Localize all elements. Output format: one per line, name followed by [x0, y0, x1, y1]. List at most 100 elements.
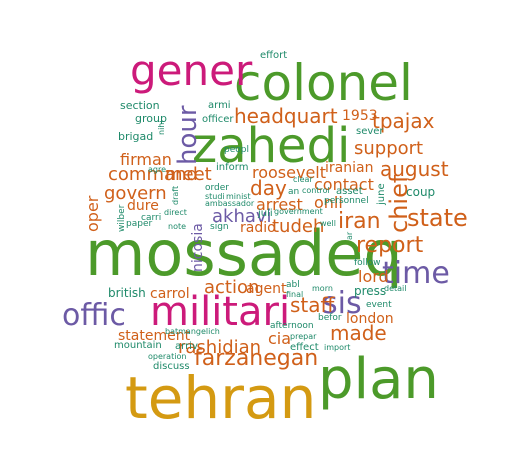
word-group: group: [135, 112, 167, 125]
word-studi: studi: [205, 192, 225, 201]
word-paper: paper: [126, 219, 152, 229]
word-contact: contact: [314, 175, 374, 194]
word-august: august: [380, 157, 449, 181]
word-personnel: personnel: [324, 196, 369, 206]
word-ambassador: ambassador: [205, 199, 255, 208]
word-militari: militari: [150, 289, 290, 335]
word-day: day: [250, 176, 287, 200]
word-govern: govern: [104, 183, 167, 204]
word-report: report: [356, 233, 424, 258]
word-plan: plan: [318, 347, 439, 412]
word-made: made: [330, 321, 387, 345]
word-cia: cia: [268, 329, 291, 348]
word-armi: armi: [208, 100, 231, 111]
word-tpajax: tpajax: [372, 109, 435, 133]
word-sever: sever: [356, 126, 384, 137]
word-british: british: [108, 286, 146, 300]
word-minist: minist: [226, 192, 251, 201]
word-london: london: [346, 311, 394, 327]
word-nicosia: nicosia: [190, 223, 206, 272]
word-june: june: [376, 183, 387, 206]
word-lord: lord: [358, 267, 389, 286]
word-arrest: arrest: [256, 195, 303, 214]
word-final: final: [286, 290, 303, 299]
word-officer: officer: [202, 114, 234, 125]
word-carri: carri: [141, 213, 161, 223]
word-import: import: [324, 343, 350, 352]
word-asset: asset: [336, 186, 363, 197]
word-statement: statement: [118, 328, 191, 344]
word-meet: meet: [165, 164, 212, 185]
word-headquart: headquart: [234, 104, 338, 128]
word-agre: agre: [148, 165, 166, 174]
word-akhavi: akhavi: [212, 206, 272, 227]
word-iran: iran: [338, 209, 381, 234]
word-firman: firman: [120, 150, 172, 169]
word-abl: abl: [286, 280, 300, 290]
word-morn: morn: [312, 284, 333, 293]
word-onli: onli: [314, 193, 343, 212]
word-chief: chief: [385, 174, 413, 233]
word-hour: hour: [173, 105, 203, 165]
word-tehran: tehran: [125, 364, 316, 432]
word-agent: agent: [246, 281, 287, 297]
word-press: press: [354, 284, 386, 298]
word-order: order: [205, 183, 229, 193]
word-control: control: [302, 186, 330, 195]
word-roosevelt: roosevelt: [252, 163, 326, 182]
word-effect: effect: [290, 342, 319, 353]
word-oper: oper: [83, 195, 102, 232]
word-afternoon: afternoon: [270, 321, 314, 331]
word-farzanegan: farzanegan: [194, 346, 318, 371]
word-sis: sis: [322, 286, 362, 321]
word-gener: gener: [130, 46, 253, 95]
word-action: action: [204, 277, 259, 298]
word-carrol: carrol: [150, 286, 190, 302]
word-state: state: [407, 204, 468, 232]
word-staff: staff: [290, 293, 336, 317]
word-1953: 1953: [342, 108, 378, 124]
word-offic: offic: [62, 298, 126, 333]
word-support: support: [354, 138, 423, 159]
word-colonel: colonel: [234, 54, 413, 112]
word-command: command: [108, 164, 198, 185]
word-befor: befor: [318, 313, 342, 323]
word-operation: operation: [148, 352, 186, 361]
word-sign: sign: [210, 222, 229, 232]
word-section: section: [120, 99, 160, 112]
word-zahedi: zahedi: [192, 118, 350, 174]
word-follow: follow: [354, 258, 381, 268]
word-event: event: [366, 300, 392, 310]
word-effort: effort: [260, 50, 287, 61]
word-time: time: [382, 256, 450, 291]
word-wilber: wilber: [117, 204, 127, 232]
word-tudeh: tudeh: [272, 216, 324, 237]
word-prepar: prepar: [290, 332, 317, 341]
word-detail: detail: [384, 284, 406, 293]
word-an: an: [288, 187, 299, 197]
word-direct: direct: [164, 208, 187, 217]
word-ar: ar: [345, 231, 354, 240]
word-juli: juli: [257, 208, 273, 219]
word-dure: dure: [127, 198, 159, 214]
word-brigad: brigad: [118, 130, 153, 143]
word-inform: inform: [216, 162, 248, 173]
word-peopl: peopl: [224, 145, 249, 155]
word-radio: radio: [240, 220, 276, 236]
word-government: government: [274, 207, 323, 216]
word-mountain: mountain: [114, 340, 162, 351]
word-rashidian: rashidian: [178, 337, 261, 358]
word-discuss: discuss: [153, 361, 190, 372]
word-draft: draft: [171, 186, 180, 205]
word-batmangelich: batmangelich: [165, 327, 220, 336]
word-arriv: arriv: [175, 341, 198, 352]
word-coup: coup: [406, 185, 435, 199]
word-iranian: iranian: [325, 160, 373, 176]
word-mossadeq: mossadeq: [85, 217, 403, 290]
word-well: well: [320, 219, 336, 228]
word-clear: clear: [293, 175, 313, 184]
word-note: note: [168, 222, 186, 231]
word-nihi: nihi: [157, 120, 166, 135]
